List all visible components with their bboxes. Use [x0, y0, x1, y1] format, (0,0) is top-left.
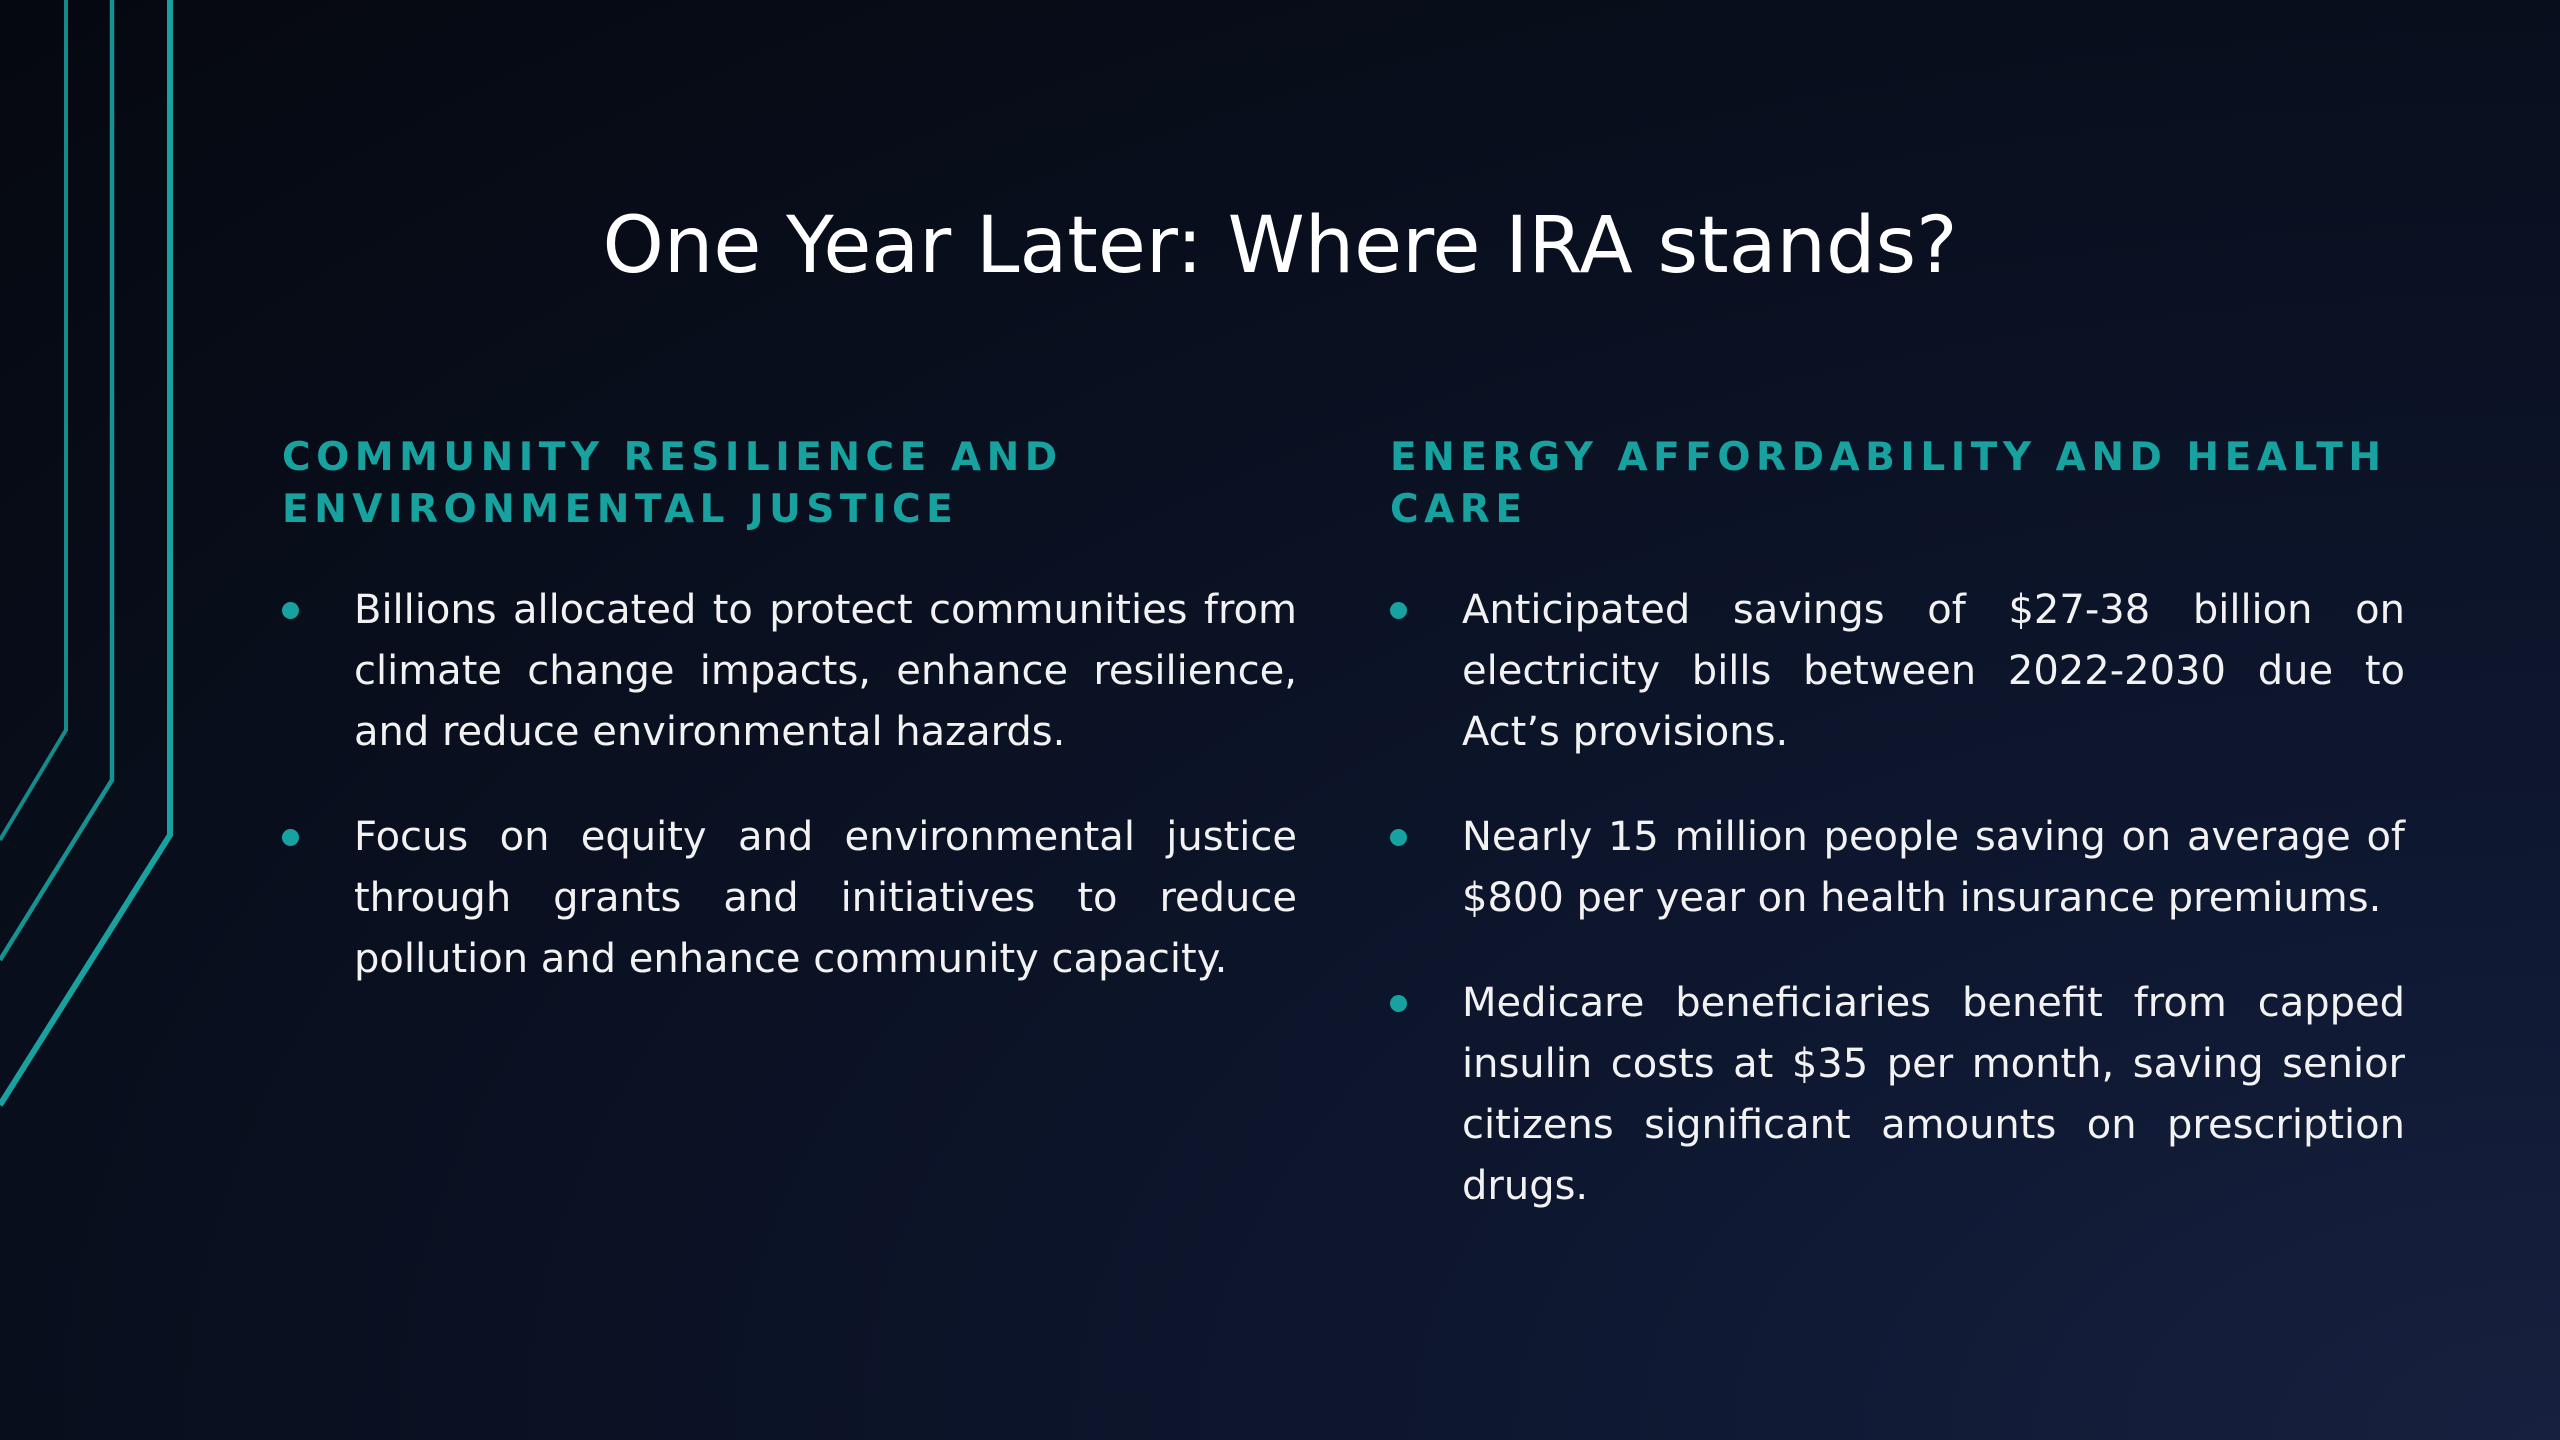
column-energy-affordability: ENERGY AFFORDABILITY AND HEALTH CARE Ant… [1390, 432, 2405, 1261]
column-heading: ENERGY AFFORDABILITY AND HEALTH CARE [1390, 435, 2387, 532]
bullet-text: Medicare beneficiaries benefit from capp… [1462, 980, 2405, 1209]
bullet-item: Medicare beneficiaries benefit from capp… [1390, 973, 2405, 1217]
bullet-item: Anticipated savings of $27-38 billion on… [1390, 580, 2405, 763]
bullet-text: Billions allocated to protect communitie… [354, 587, 1297, 755]
bullet-dot-icon [282, 602, 299, 619]
bullet-item: Billions allocated to protect communitie… [282, 580, 1297, 763]
bullet-item: Focus on equity and environmental justic… [282, 807, 1297, 990]
bullet-text: Nearly 15 million people saving on avera… [1462, 814, 2405, 921]
bullet-item: Nearly 15 million people saving on avera… [1390, 807, 2405, 929]
teal-circuit-lines-icon [0, 0, 173, 1107]
bullet-dot-icon [1390, 995, 1407, 1012]
bullet-dot-icon [1390, 602, 1407, 619]
slide-title: One Year Later: Where IRA stands? [602, 201, 1958, 291]
bullet-list: Anticipated savings of $27-38 billion on… [1390, 580, 2405, 1217]
bullet-dot-icon [282, 829, 299, 846]
bullet-dot-icon [1390, 829, 1407, 846]
bullet-text: Anticipated savings of $27-38 billion on… [1462, 587, 2405, 755]
column-community-resilience: COMMUNITY RESILIENCE AND ENVIRONMENTAL J… [282, 432, 1297, 1034]
bullet-list: Billions allocated to protect communitie… [282, 580, 1297, 990]
bullet-text: Focus on equity and environmental justic… [354, 814, 1297, 982]
column-heading: COMMUNITY RESILIENCE AND ENVIRONMENTAL J… [282, 435, 1063, 532]
